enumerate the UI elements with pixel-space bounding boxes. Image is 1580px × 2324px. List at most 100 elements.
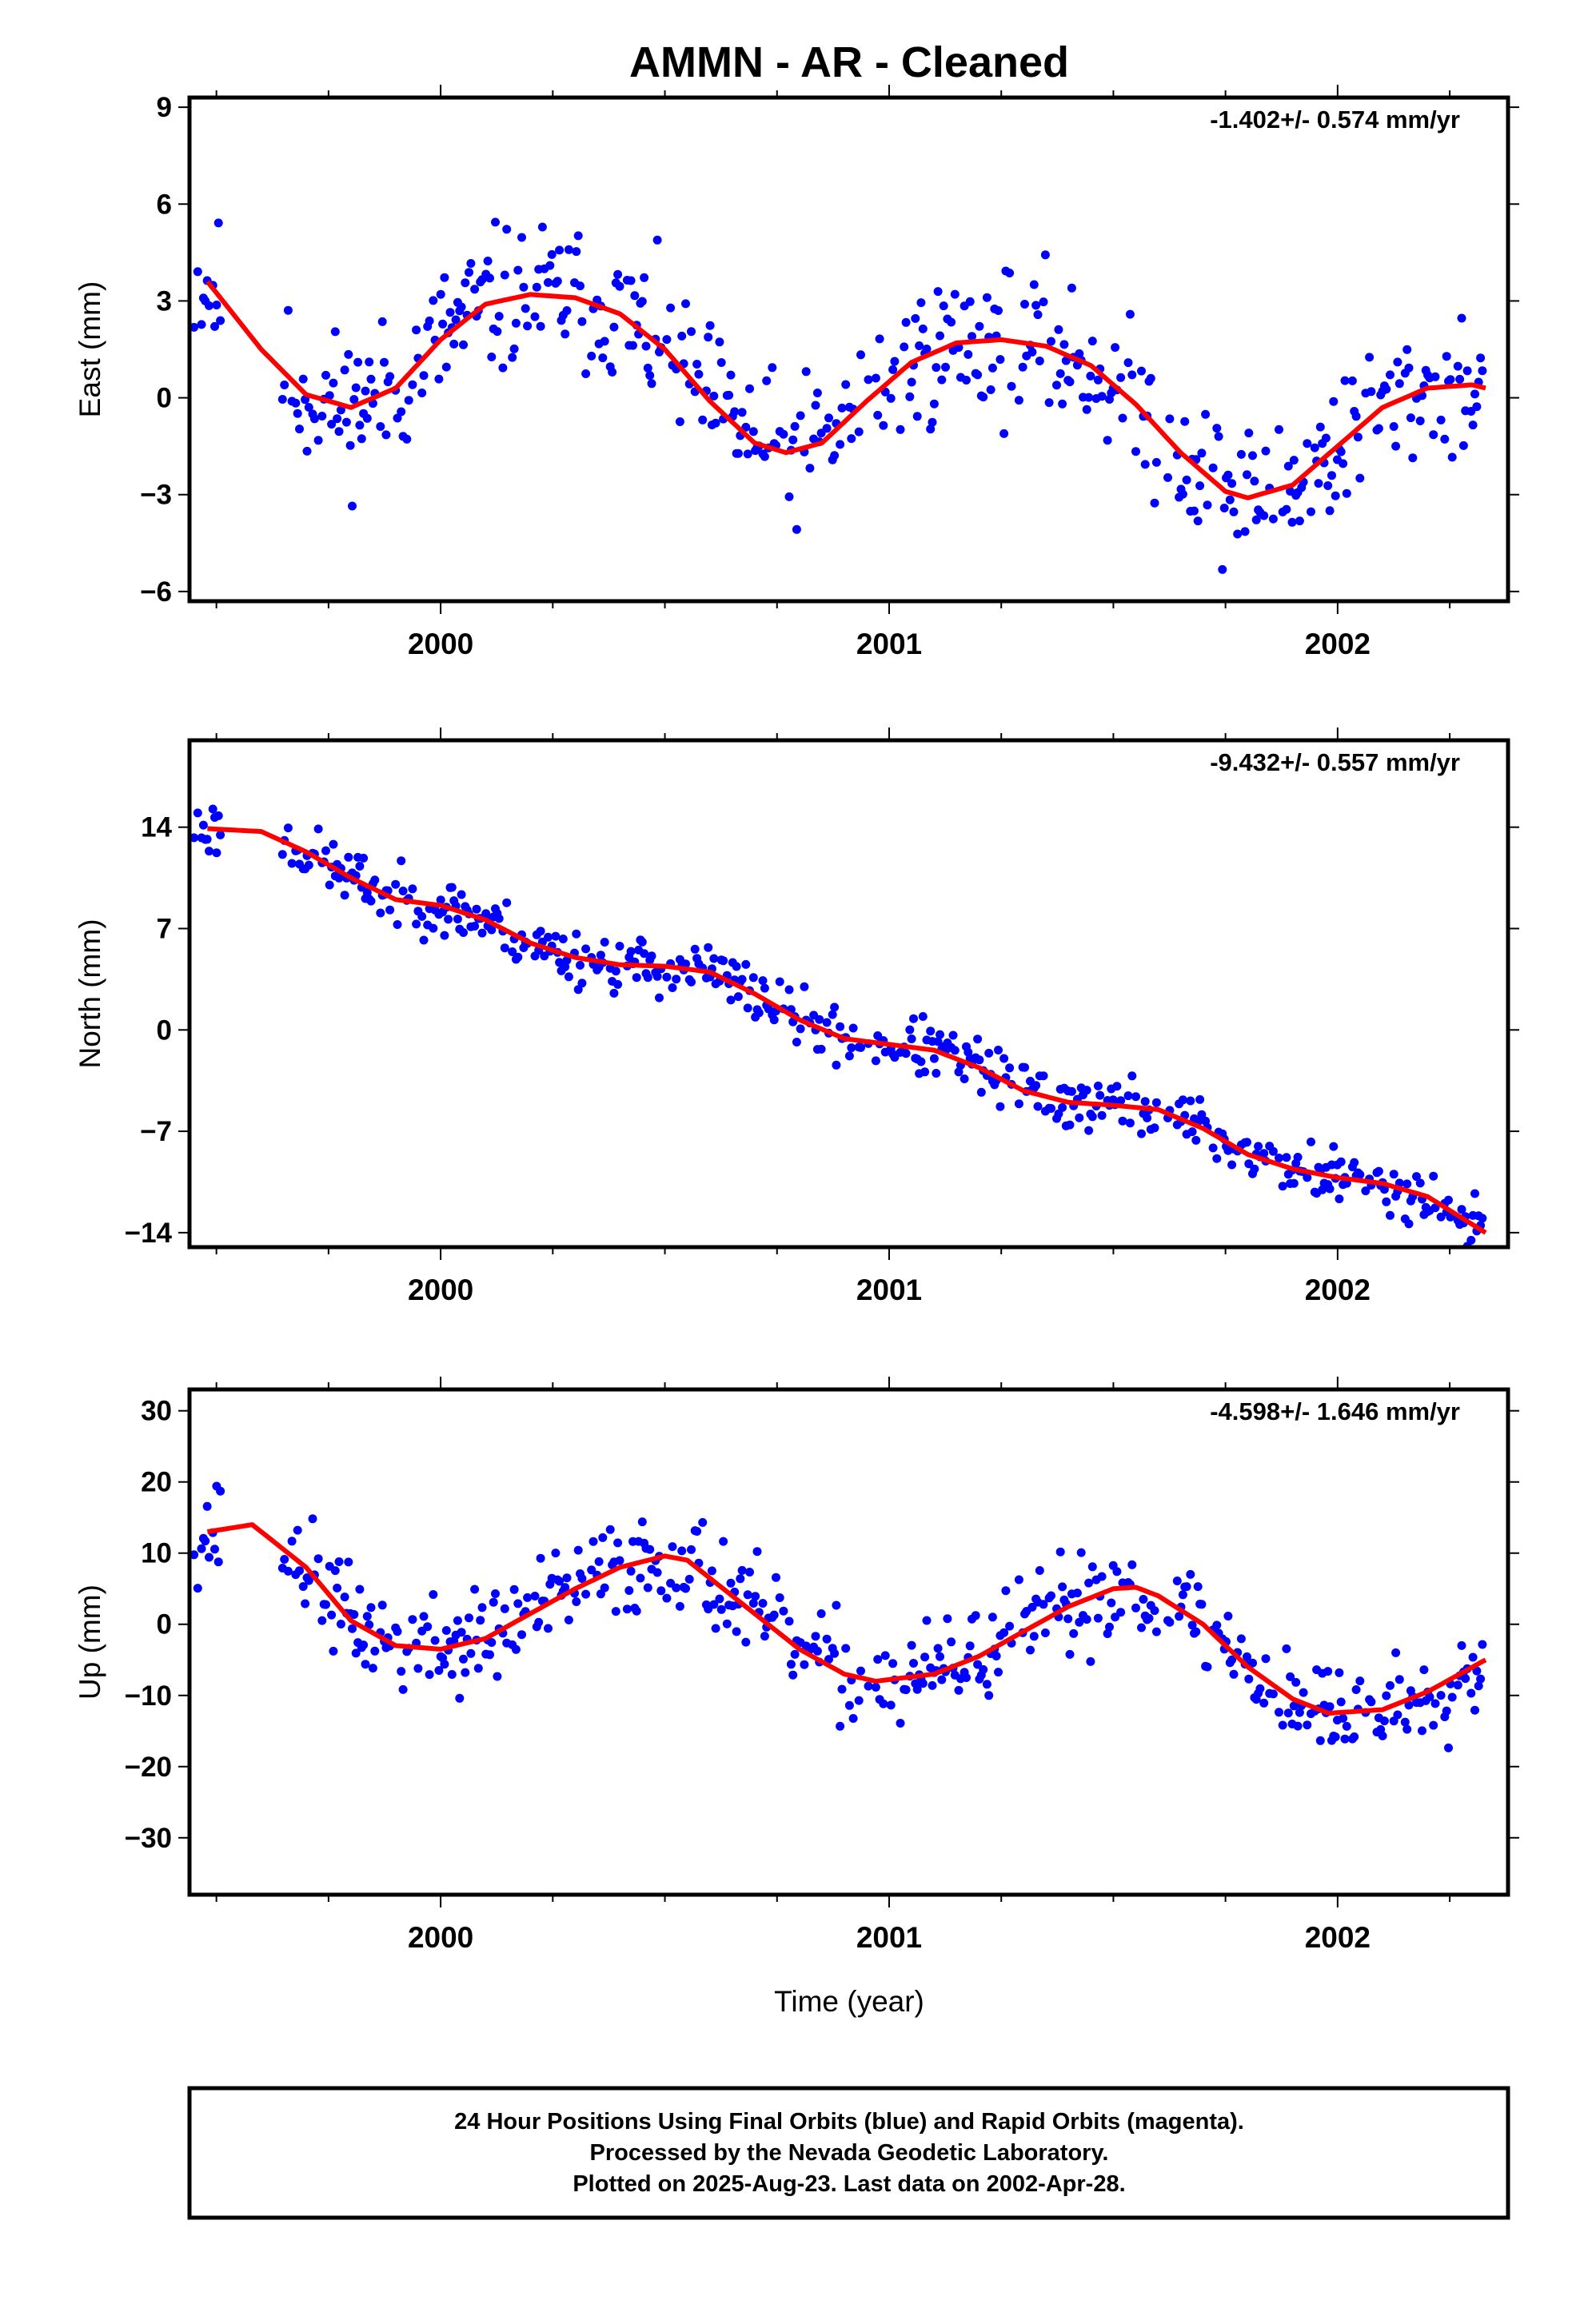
data-point xyxy=(208,804,217,814)
data-point xyxy=(449,339,459,349)
data-point xyxy=(937,375,947,385)
data-point xyxy=(926,1026,936,1036)
data-point xyxy=(984,1691,994,1700)
data-point xyxy=(1065,1649,1075,1659)
data-point xyxy=(1418,1726,1426,1736)
data-point xyxy=(1007,381,1016,391)
data-point xyxy=(213,218,223,228)
data-point xyxy=(423,1622,433,1632)
data-point xyxy=(362,413,372,423)
data-point xyxy=(1029,280,1039,289)
data-point xyxy=(1229,1669,1239,1679)
data-point xyxy=(1144,1613,1154,1623)
data-point xyxy=(1054,1109,1063,1118)
data-point xyxy=(1350,1158,1359,1167)
data-point xyxy=(1151,1098,1161,1107)
data-point xyxy=(715,1594,724,1604)
data-point xyxy=(709,391,719,401)
data-point xyxy=(1093,1081,1103,1090)
data-point xyxy=(295,1566,304,1576)
data-point xyxy=(1040,1628,1050,1637)
data-point xyxy=(805,464,815,473)
data-point xyxy=(408,1615,417,1624)
data-point xyxy=(1315,1736,1325,1745)
data-point xyxy=(1186,1096,1195,1106)
data-point xyxy=(1283,1708,1293,1718)
data-point xyxy=(1327,471,1336,480)
data-point xyxy=(1075,349,1084,358)
data-point xyxy=(847,1043,856,1053)
data-point xyxy=(1339,1713,1348,1723)
data-point xyxy=(1268,1146,1278,1156)
data-point xyxy=(197,320,206,329)
data-point xyxy=(640,949,649,959)
data-point xyxy=(1361,1186,1371,1196)
data-point xyxy=(419,1612,429,1621)
data-point xyxy=(1408,453,1418,463)
data-point xyxy=(1446,375,1455,385)
data-point xyxy=(760,1632,769,1641)
data-point xyxy=(293,1525,302,1535)
data-point xyxy=(1248,1658,1257,1668)
data-point xyxy=(941,362,950,372)
data-point xyxy=(1442,352,1451,361)
data-point xyxy=(1208,463,1218,472)
data-point xyxy=(491,217,500,227)
data-point xyxy=(973,370,983,380)
data-point xyxy=(928,417,937,427)
data-point xyxy=(824,413,833,423)
data-point xyxy=(193,1584,202,1593)
data-point xyxy=(536,321,545,331)
data-point xyxy=(1393,357,1402,367)
data-point xyxy=(796,411,805,421)
data-point xyxy=(1195,481,1205,491)
data-point xyxy=(622,1604,632,1614)
data-point xyxy=(304,403,313,412)
data-point xyxy=(1075,1113,1084,1122)
data-point xyxy=(1261,446,1271,456)
data-point xyxy=(1243,470,1251,480)
y-axis-label: Up (mm) xyxy=(74,1585,106,1700)
data-point xyxy=(351,383,361,393)
data-point xyxy=(334,873,344,883)
data-point xyxy=(470,1585,480,1594)
data-point xyxy=(1175,1612,1184,1621)
data-point xyxy=(1125,309,1135,319)
data-point xyxy=(330,1566,340,1576)
data-point xyxy=(1236,1634,1246,1644)
data-point xyxy=(613,1538,623,1548)
data-point xyxy=(1118,413,1127,423)
data-point xyxy=(888,365,898,374)
data-point xyxy=(1087,1562,1097,1572)
data-point xyxy=(1391,441,1401,451)
data-point xyxy=(692,360,702,369)
data-point xyxy=(647,379,656,389)
data-point xyxy=(926,425,936,434)
data-point xyxy=(991,1652,1001,1660)
data-point xyxy=(692,1527,702,1536)
data-point xyxy=(1470,1705,1479,1715)
panel-frame xyxy=(187,738,1510,1250)
data-point xyxy=(1227,1160,1237,1170)
data-point xyxy=(752,1547,762,1557)
data-point xyxy=(216,1486,225,1496)
data-point xyxy=(1367,1697,1376,1707)
data-point xyxy=(1178,489,1187,499)
data-point xyxy=(1005,1063,1015,1073)
data-point xyxy=(1261,1654,1271,1664)
data-point xyxy=(551,1549,561,1558)
data-point xyxy=(672,1583,681,1593)
data-point xyxy=(836,1022,845,1031)
data-point xyxy=(1351,1685,1361,1694)
data-point xyxy=(1389,1170,1398,1179)
data-point xyxy=(1151,1627,1161,1636)
data-point xyxy=(485,1650,494,1660)
data-point xyxy=(329,1646,338,1656)
data-point xyxy=(564,972,573,982)
data-point xyxy=(293,409,302,418)
data-point xyxy=(772,1573,780,1582)
data-point xyxy=(1001,1586,1011,1596)
data-point xyxy=(1412,1172,1421,1182)
data-point xyxy=(555,1577,565,1586)
data-point xyxy=(1404,1700,1414,1710)
